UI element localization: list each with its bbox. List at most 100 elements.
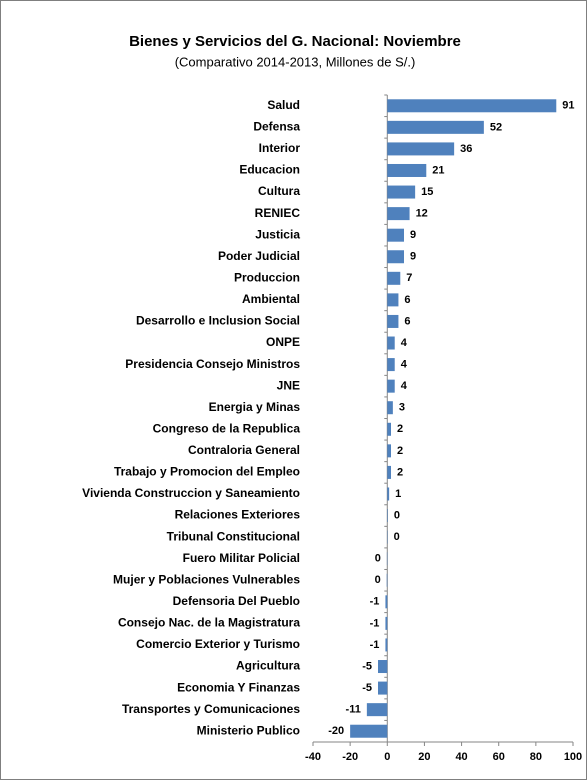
y-tick-label: Educacion [239,163,300,177]
bar [387,401,393,415]
data-label: 4 [401,358,408,370]
bar [385,638,388,652]
data-label: -1 [370,596,380,608]
data-label: 1 [395,488,401,500]
y-tick-label: Mujer y Poblaciones Vulnerables [113,572,300,586]
x-tick-label: -20 [342,751,358,763]
bar [386,573,388,587]
bar [378,660,388,674]
y-tick-label: Justicia [255,227,300,241]
chart-subtitle: (Comparativo 2014-2013, Millones de S/.) [175,54,416,69]
data-label: 2 [397,423,403,435]
y-tick-label: Desarrollo e Inclusion Social [136,314,300,328]
x-tick-label: 40 [455,751,467,763]
bar [387,336,395,350]
x-tick-label: 80 [530,751,542,763]
bar [385,595,388,609]
y-tick-label: Energia y Minas [209,400,301,414]
y-tick-label: Consejo Nac. de la Magistratura [118,616,300,630]
data-label: 2 [397,466,403,478]
data-label: 36 [460,143,472,155]
bar [387,444,391,458]
bar [387,207,410,221]
bar [387,142,455,156]
x-tick-label: 100 [564,751,582,763]
y-tick-label: Produccion [234,270,300,284]
y-tick-label: Ministerio Publico [197,723,300,737]
y-tick-label: Transportes y Comunicaciones [122,702,300,716]
y-tick-label: Trabajo y Promocion del Empleo [114,465,300,479]
y-tick-label: Defensa [253,120,300,134]
y-tick-label: JNE [277,378,300,392]
data-label: 52 [490,121,502,133]
y-tick-label: Ambiental [242,292,300,306]
data-label: 15 [421,186,433,198]
y-tick-label: RENIEC [255,206,301,220]
bar [387,487,390,501]
data-label: -1 [370,617,380,629]
data-label: 12 [416,208,428,220]
data-label: 2 [397,445,403,457]
y-tick-label: Economia Y Finanzas [177,680,300,694]
bar [378,681,388,695]
data-label: -1 [370,639,380,651]
data-label: 0 [394,509,400,521]
data-label: -5 [362,660,372,672]
y-tick-label: Vivienda Construccion y Saneamiento [82,486,300,500]
bar [387,509,388,523]
y-tick-label: Congreso de la Republica [153,421,301,435]
bar [387,465,391,479]
data-label: 7 [406,272,412,284]
y-tick-label: Agricultura [236,659,300,673]
bar [387,228,404,242]
x-tick-label: 60 [493,751,505,763]
data-label: 21 [432,164,444,176]
x-tick-label: -40 [305,751,321,763]
bar [385,616,388,630]
bar [387,314,399,328]
data-label: -20 [328,725,344,737]
bar [387,379,395,393]
bar [387,271,401,285]
y-tick-label: Defensoria Del Pueblo [173,594,300,608]
bar [387,250,404,264]
y-tick-label: Salud [267,98,300,112]
y-tick-label: Presidencia Consejo Ministros [125,357,300,371]
y-tick-label: Fuero Militar Policial [183,551,300,565]
x-tick-label: 0 [384,751,390,763]
data-label: 91 [562,100,574,112]
y-tick-label: ONPE [266,335,300,349]
data-label: 6 [404,315,410,327]
data-label: 6 [404,294,410,306]
bar [387,422,391,436]
data-label: 0 [375,574,381,586]
data-label: 4 [401,380,408,392]
bar [387,293,399,307]
chart-title: Bienes y Servicios del G. Nacional: Novi… [129,33,461,50]
y-tick-label: Relaciones Exteriores [175,508,301,522]
data-label: 9 [410,251,416,263]
bar [387,99,557,113]
y-tick-label: Contraloria General [188,443,300,457]
bar [387,185,416,199]
data-label: 0 [394,531,400,543]
y-tick-label: Comercio Exterior y Turismo [136,637,300,651]
data-label: -11 [346,704,361,716]
y-tick-label: Interior [259,141,301,155]
data-label: 0 [375,553,381,565]
bar [387,358,395,372]
bar [350,724,388,738]
data-label: 9 [410,229,416,241]
x-tick-label: 20 [418,751,430,763]
y-tick-label: Poder Judicial [218,249,300,263]
y-tick-label: Cultura [258,184,300,198]
data-label: -5 [362,682,372,694]
y-tick-label: Tribunal Constitucional [167,529,300,543]
bar [366,703,388,717]
data-label: 4 [401,337,408,349]
bar [387,120,484,134]
data-label: 3 [399,402,405,414]
bar [387,163,427,177]
